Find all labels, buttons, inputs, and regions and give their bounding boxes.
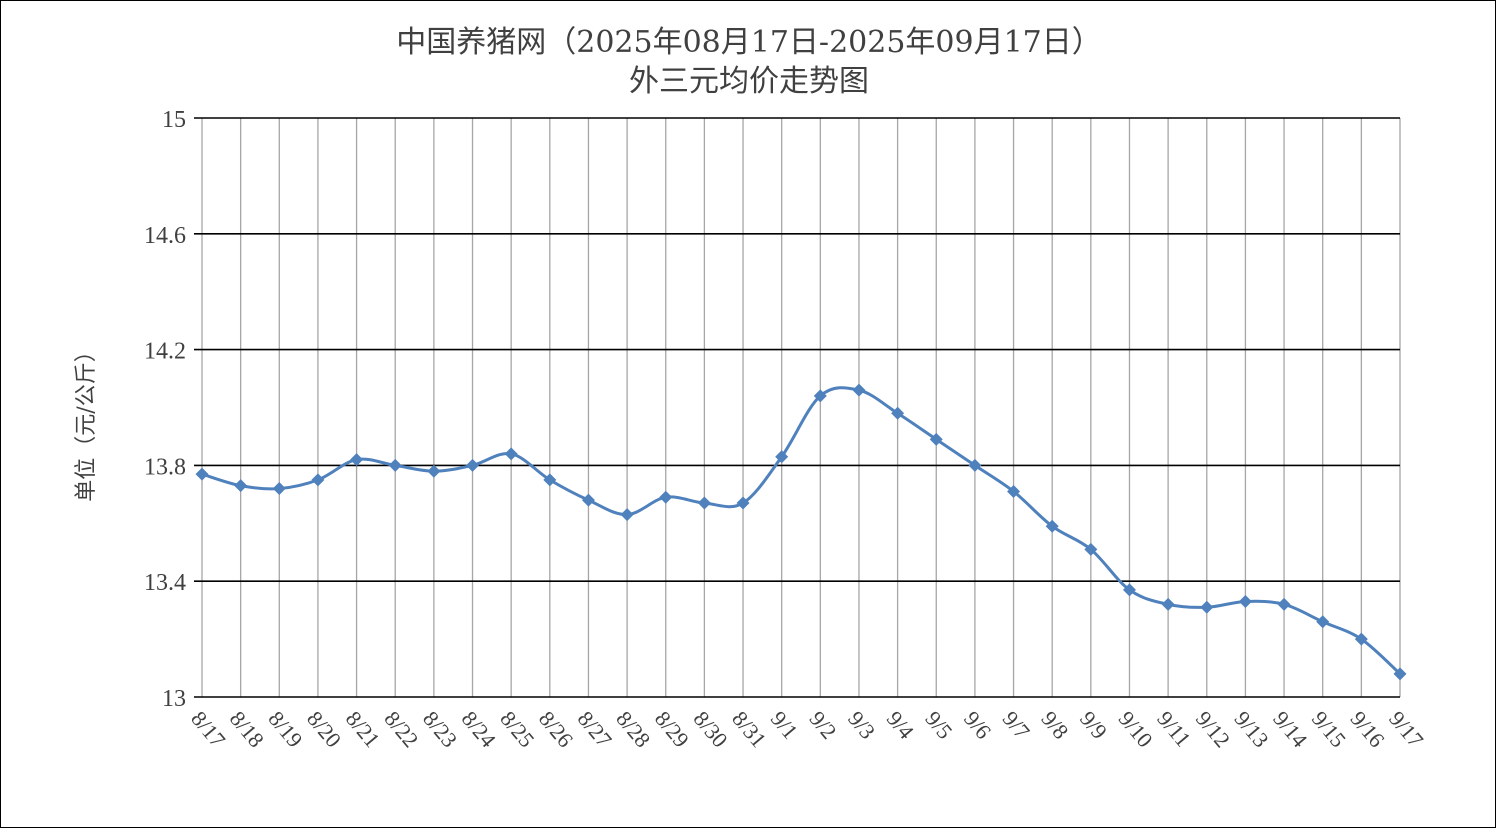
x-tick-label: 9/6 [959,706,996,744]
data-point [775,450,789,464]
data-point [427,464,441,478]
data-point [891,406,905,420]
x-tick-label: 8/31 [727,706,771,752]
y-axis-label: 单位（元/公斤） [74,340,99,501]
data-point [1238,594,1252,608]
x-tick-label: 9/15 [1307,706,1351,752]
x-tick-label: 9/16 [1346,706,1390,752]
chart-title: 中国养猪网（2025年08月17日-2025年09月17日） [396,25,1102,60]
x-tick-label: 9/8 [1036,706,1073,744]
data-point [581,493,595,507]
x-tick-label: 8/26 [534,706,578,752]
data-point [350,453,364,467]
chart-subtitle: 外三元均价走势图 [629,64,869,99]
x-tick-label: 9/5 [920,706,957,744]
data-point [543,473,557,487]
x-tick-label: 8/30 [689,706,733,752]
x-tick-label: 9/3 [843,706,880,744]
x-tick-label: 8/19 [263,706,307,752]
x-tick-label: 8/27 [573,706,617,752]
x-tick-label: 8/29 [650,706,694,752]
x-tick-label: 8/25 [495,706,539,752]
x-tick-label: 9/17 [1384,706,1428,752]
data-point [388,458,402,472]
x-tick-label: 9/11 [1152,706,1196,751]
data-point [1045,519,1059,533]
data-point [1393,667,1407,681]
horizontal-gridlines [194,117,1400,698]
y-tick-label: 13 [162,686,186,712]
x-tick-label: 8/24 [457,706,501,752]
data-point [1200,600,1214,614]
y-axis-ticks: 13 13.4 13.8 14.2 14.6 15 [144,107,186,712]
series-line [201,386,1402,675]
data-point [620,508,634,522]
x-tick-label: 9/12 [1191,706,1235,752]
data-point [234,479,248,493]
x-tick-label: 8/21 [341,706,385,752]
data-point [659,490,673,504]
x-tick-label: 8/23 [418,706,462,752]
x-tick-label: 9/4 [882,706,919,744]
data-point [852,383,866,397]
x-tick-label: 9/14 [1268,706,1312,752]
data-point [1084,542,1098,556]
data-point [1277,597,1291,611]
data-point [697,496,711,510]
x-tick-label: 9/2 [804,706,841,744]
x-tick-label: 8/18 [225,706,269,752]
x-tick-label: 8/17 [186,706,230,752]
vertical-gridlines [201,118,1401,697]
data-point [1007,484,1021,498]
data-point [736,496,750,510]
data-point [1161,597,1175,611]
y-tick-label: 15 [162,107,186,133]
x-tick-label: 8/20 [302,706,346,752]
y-tick-label: 14.2 [144,339,186,365]
data-point [813,389,827,403]
x-tick-label: 9/1 [766,706,803,744]
x-tick-label: 8/22 [379,706,423,752]
x-tick-label: 9/9 [1075,706,1112,744]
y-tick-label: 13.4 [144,570,186,596]
data-point [1122,583,1136,597]
data-point [1354,632,1368,646]
x-tick-label: 9/13 [1230,706,1274,752]
x-tick-label: 9/10 [1114,706,1158,752]
data-point [1316,615,1330,629]
data-point [968,458,982,472]
data-point [504,447,518,461]
price-series [195,383,1407,681]
y-tick-label: 13.8 [144,454,186,480]
data-point [466,458,480,472]
data-point [311,473,325,487]
x-tick-label: 9/7 [998,706,1035,744]
x-tick-label: 8/28 [611,706,655,752]
x-axis-ticks: 8/178/188/198/208/218/228/238/248/258/26… [186,706,1428,752]
data-point [195,467,209,481]
data-point [929,432,943,446]
y-tick-label: 14.6 [144,223,186,249]
data-point [272,482,286,496]
